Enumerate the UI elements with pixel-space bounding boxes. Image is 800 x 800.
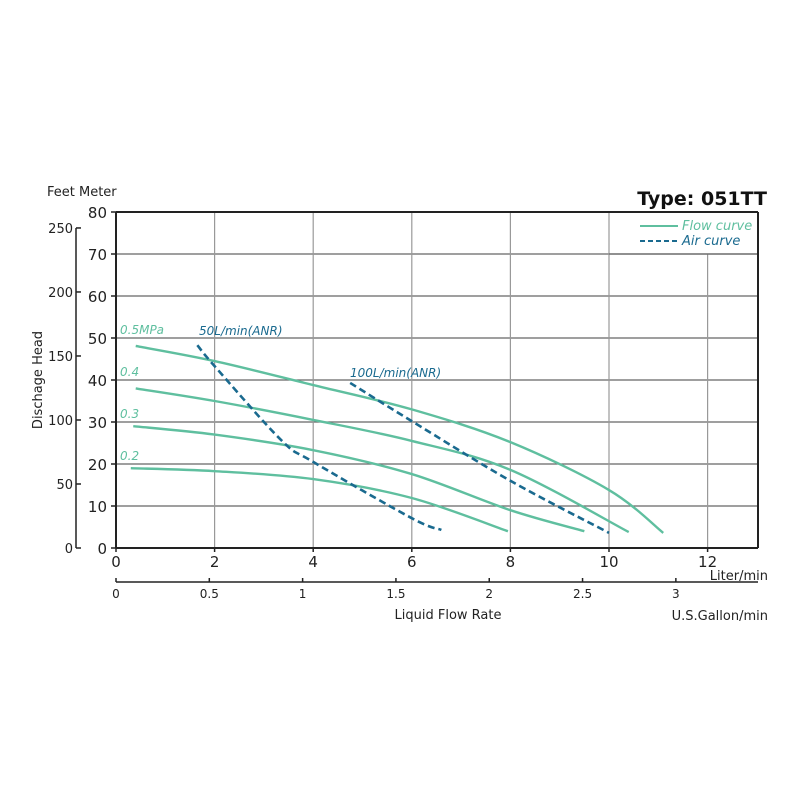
y-tick-feet: 0: [65, 542, 73, 557]
y-tick-meter: 50: [88, 330, 107, 348]
x-tick-liter: 10: [599, 553, 618, 571]
x-unit-secondary: U.S.Gallon/min: [672, 609, 768, 624]
flow-curve-05mpa: [135, 344, 664, 534]
y-tick-meter: 20: [88, 456, 107, 474]
y-tick-feet: 150: [48, 350, 73, 365]
x-tick-liter: 2: [210, 553, 220, 571]
x-tick-liter: 12: [698, 553, 717, 571]
label-02mpa: 0.2: [120, 449, 139, 463]
air-curve-50lminanr: [196, 344, 442, 532]
y-tick-meter: 10: [88, 498, 107, 516]
label-air-100: 100L/min(ANR): [350, 366, 441, 380]
y-tick-meter: 80: [88, 204, 107, 222]
air-curve-100lminanr: [349, 381, 610, 535]
label-03mpa: 0.3: [120, 407, 139, 421]
y-tick-feet: 100: [48, 414, 73, 429]
grid-lines: [116, 212, 758, 548]
y-axis-label: Dischage Head: [31, 331, 46, 429]
y-tick-feet: 50: [56, 478, 73, 493]
y-tick-meter: 30: [88, 414, 107, 432]
x-tick-liter: 0: [111, 553, 121, 571]
x-tick-gallon: 2.5: [573, 587, 592, 601]
flow-curve-03: [133, 425, 585, 533]
y-tick-meter: 40: [88, 372, 107, 390]
curves: [130, 344, 664, 535]
x-unit-primary: Liter/min: [710, 569, 768, 584]
x-tick-gallon: 1.5: [386, 587, 405, 601]
legend: Flow curve Air curve: [640, 219, 752, 249]
legend-flow-label: Flow curve: [682, 219, 752, 234]
y-tick-meter: 0: [97, 540, 107, 558]
legend-air-label: Air curve: [681, 234, 740, 249]
x-tick-liter: 8: [506, 553, 516, 571]
label-air-50: 50L/min(ANR): [199, 324, 283, 338]
label-05mpa: 0.5MPa: [120, 323, 164, 337]
y-unit-header: Feet Meter: [47, 185, 117, 200]
y-tick-feet: 200: [48, 286, 73, 301]
y-tick-feet: 250: [48, 222, 73, 237]
x-tick-liter: 4: [308, 553, 318, 571]
y-tick-meter: 70: [88, 246, 107, 264]
x-tick-gallon: 1: [299, 587, 307, 601]
y-tick-meter: 60: [88, 288, 107, 306]
flow-curve-02: [130, 467, 509, 533]
x-tick-gallon: 2: [485, 587, 493, 601]
flow-curve-04: [135, 387, 630, 534]
label-04mpa: 0.4: [120, 365, 139, 379]
x-tick-gallon: 0: [112, 587, 120, 601]
x-tick-liter: 6: [407, 553, 417, 571]
x-tick-gallon: 3: [672, 587, 680, 601]
x-tick-gallon: 0.5: [200, 587, 219, 601]
chart-title: Type: 051TT: [637, 188, 767, 210]
x-axis-label: Liquid Flow Rate: [395, 608, 502, 623]
